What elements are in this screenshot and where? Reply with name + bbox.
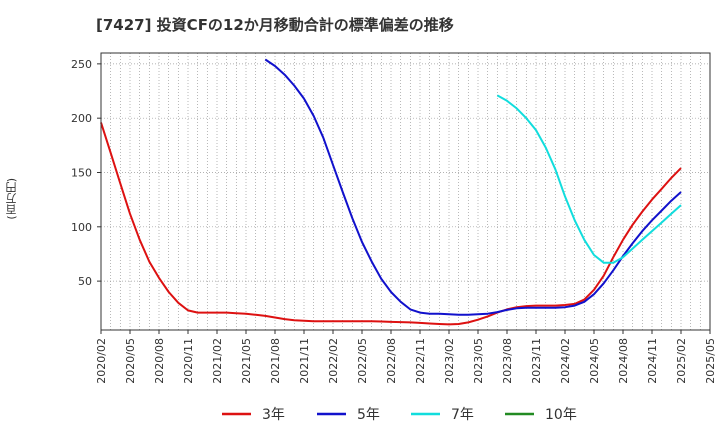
x-tick-label: 2020/02 (95, 338, 108, 384)
x-tick-label: 2020/11 (182, 338, 195, 384)
y-axis-ticks: 50 100 150 200 250 (71, 58, 101, 288)
y-tick-label: 100 (71, 221, 92, 234)
x-tick-label: 2021/11 (298, 338, 311, 384)
series-line (100, 122, 682, 326)
legend: 3年 5年 7年 10年 (222, 407, 577, 423)
x-tick-label: 2022/08 (385, 338, 398, 384)
x-tick-label: 2024/05 (588, 338, 601, 384)
grid-lines (100, 53, 711, 330)
x-tick-label: 2023/05 (472, 338, 485, 384)
x-axis-ticks: 2020/02 2020/05 2020/08 2020/11 2021/02 2021/… (95, 330, 717, 384)
x-tick-label: 2021/05 (240, 338, 253, 384)
y-tick-label: 200 (71, 112, 92, 125)
series-line (264, 58, 682, 316)
x-tick-label: 2025/05 (704, 338, 717, 384)
series-layer (100, 58, 682, 326)
x-tick-label: 2020/08 (153, 338, 166, 384)
x-tick-label: 2020/05 (124, 338, 137, 384)
series-line (496, 94, 682, 264)
x-tick-label: 2024/11 (646, 338, 659, 384)
x-tick-label: 2023/11 (530, 338, 543, 384)
legend-label: 7年 (451, 407, 474, 423)
y-tick-label: 50 (78, 275, 92, 288)
x-tick-label: 2021/08 (269, 338, 282, 384)
x-tick-label: 2022/02 (327, 338, 340, 384)
x-tick-label: 2024/08 (617, 338, 630, 384)
x-tick-label: 2022/11 (414, 338, 427, 384)
y-tick-label: 150 (71, 166, 92, 179)
y-tick-label: 250 (71, 58, 92, 71)
chart-title: [7427] 投資CFの12か月移動合計の標準偏差の推移 (96, 16, 454, 34)
plot-frame (100, 52, 711, 331)
x-tick-label: 2025/02 (675, 338, 688, 384)
legend-label: 5年 (357, 407, 380, 423)
x-tick-label: 2021/02 (211, 338, 224, 384)
x-tick-label: 2022/05 (356, 338, 369, 384)
x-tick-label: 2023/02 (443, 338, 456, 384)
x-tick-label: 2024/02 (559, 338, 572, 384)
legend-label: 3年 (262, 407, 285, 423)
legend-label: 10年 (545, 407, 577, 423)
x-tick-label: 2023/08 (501, 338, 514, 384)
